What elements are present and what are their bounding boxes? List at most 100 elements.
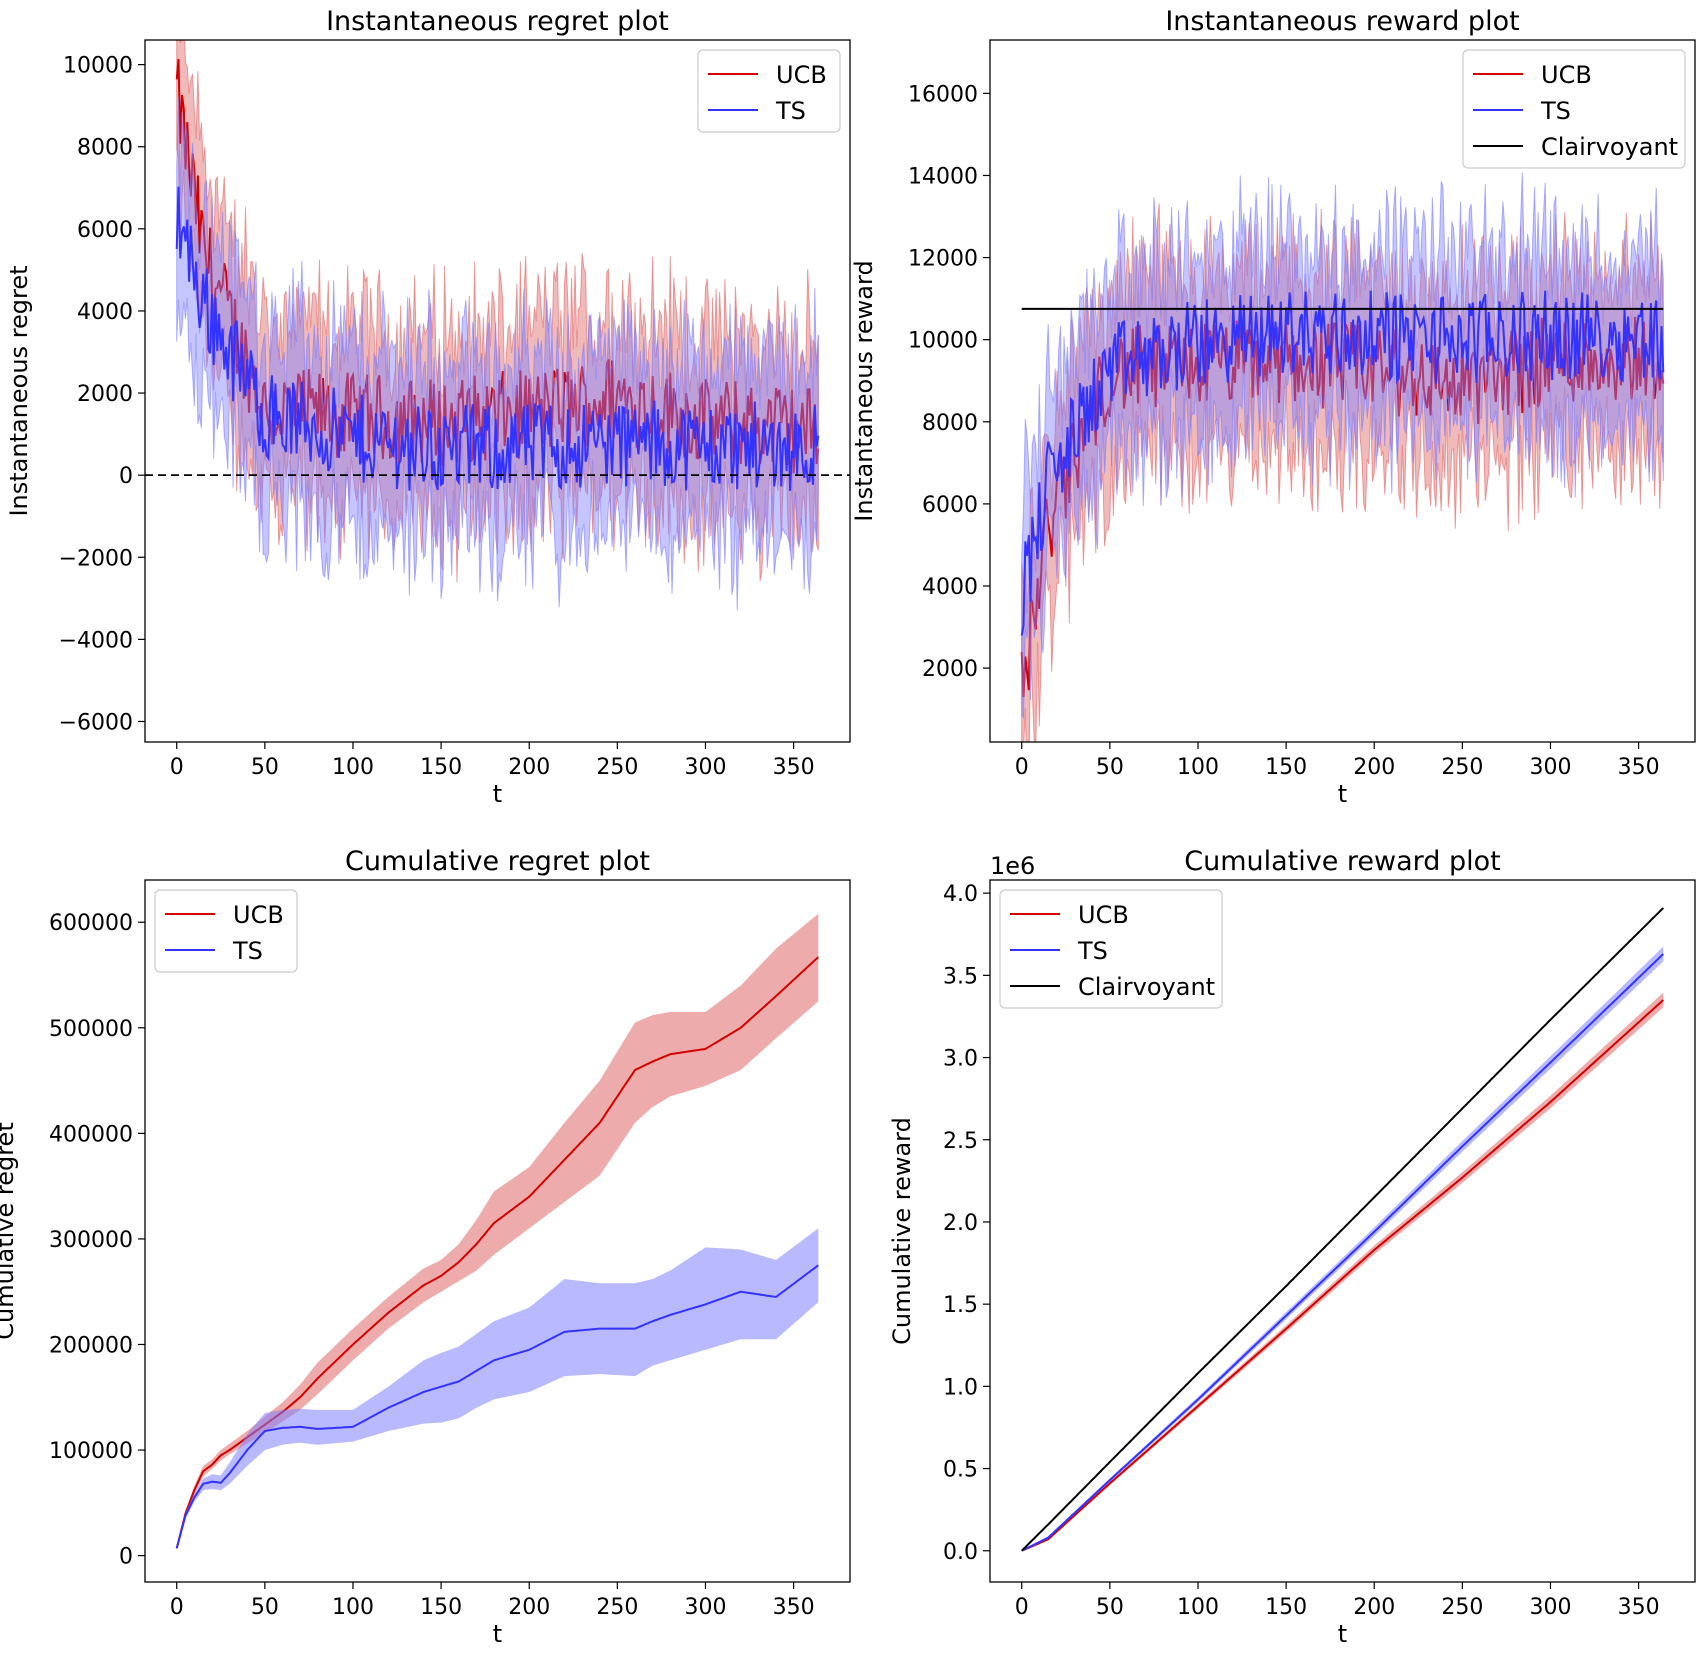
y-tick-label: 4.0	[943, 882, 978, 907]
x-tick-label: 100	[1177, 755, 1219, 780]
series-band-ucb	[176, 913, 819, 1550]
legend-label-ts: TS	[232, 937, 263, 965]
x-tick-label: 300	[1529, 1595, 1571, 1620]
x-tick-label: 50	[251, 1595, 279, 1620]
y-tick-label: 400000	[49, 1122, 133, 1147]
x-tick-label: 50	[1096, 755, 1124, 780]
legend-label-ts: TS	[1540, 97, 1571, 125]
legend-box	[697, 49, 841, 133]
y-axis-label: Cumulative regret	[0, 1122, 19, 1339]
y-tick-label: 3.0	[943, 1047, 978, 1072]
y-tick-label: 0	[119, 464, 133, 489]
axes-frame	[989, 39, 1696, 743]
x-tick-label: 200	[1353, 1595, 1395, 1620]
plot-area	[175, 913, 819, 1550]
x-tick-label: 250	[1441, 1595, 1483, 1620]
y-tick-label: 500000	[49, 1017, 133, 1042]
legend: UCB TS Clairvoyant	[1462, 49, 1686, 169]
x-axis-label: t	[493, 780, 502, 808]
y-tick-label: 16000	[908, 82, 978, 107]
x-axis-label: t	[1338, 780, 1347, 808]
plot-area	[1020, 172, 1665, 742]
legend-label-ucb: UCB	[233, 901, 284, 929]
x-tick-label: 150	[420, 755, 462, 780]
x-tick-label: 350	[1618, 755, 1660, 780]
y-tick-label: 8000	[922, 411, 978, 436]
x-tick-label: 250	[1441, 755, 1483, 780]
y-tick-label: 2.0	[943, 1211, 978, 1236]
plot-area	[145, 40, 850, 611]
y-tick-label: 2000	[922, 657, 978, 682]
x-tick-label: 0	[170, 755, 184, 780]
legend: UCB TS	[697, 49, 841, 133]
chart-title: Instantaneous regret plot	[326, 6, 669, 37]
series-band-ucb	[1021, 992, 1664, 1552]
y-axis-label: Instantaneous regret	[5, 265, 33, 516]
axes-frame	[989, 879, 1696, 1583]
series-line-ts	[1021, 953, 1664, 1552]
series-line-ts	[175, 1264, 819, 1549]
x-tick-label: 300	[1529, 755, 1571, 780]
x-tick-label: 350	[773, 755, 815, 780]
chart-title: Instantaneous reward plot	[1165, 6, 1519, 37]
legend-box	[154, 889, 298, 973]
x-tick-label: 250	[596, 1595, 638, 1620]
x-tick-label: 100	[332, 755, 374, 780]
x-tick-label: 100	[1177, 1595, 1219, 1620]
x-axis-label: t	[1338, 1620, 1347, 1648]
y-tick-label: 4000	[77, 300, 133, 325]
x-tick-label: 300	[684, 755, 726, 780]
x-tick-label: 0	[170, 1595, 184, 1620]
y-tick-label: 6000	[922, 493, 978, 518]
chart-panel-1: 0 50 100 150 200 250 300 350 −6000 −4000 −2000 0 200…	[5, 6, 851, 808]
series-line-clairvoyant	[1021, 907, 1665, 1552]
y-tick-label: 0.0	[943, 1540, 978, 1565]
legend-label-ts: TS	[1077, 937, 1108, 965]
series-band-ts	[176, 1228, 819, 1550]
x-axis-label: t	[493, 1620, 502, 1648]
x-tick-label: 50	[251, 755, 279, 780]
x-tick-label: 150	[1265, 755, 1307, 780]
plot-area	[1021, 907, 1665, 1552]
y-tick-label: 6000	[77, 218, 133, 243]
axes-frame	[144, 39, 851, 743]
series-line-ts	[175, 186, 820, 491]
legend-label-clairvoyant: Clairvoyant	[1078, 973, 1215, 1001]
y-tick-label: 0.5	[943, 1458, 978, 1483]
y-tick-label: 4000	[922, 575, 978, 600]
series-band-ts	[176, 97, 819, 611]
x-tick-label: 0	[1015, 755, 1029, 780]
y-tick-label: 10000	[63, 54, 133, 79]
x-tick-label: 350	[1618, 1595, 1660, 1620]
series-line-ucb	[1021, 999, 1664, 1552]
y-tick-label: 200000	[49, 1333, 133, 1358]
y-tick-label: 600000	[49, 911, 133, 936]
y-offset-text: 1e6	[990, 852, 1035, 880]
y-axis-label: Cumulative reward	[888, 1117, 916, 1345]
chart-panel-2: 0 50 100 150 200 250 300 350 2000 4000 6000 8000 100…	[850, 6, 1696, 808]
y-tick-label: 2.5	[943, 1129, 978, 1154]
legend-label-ucb: UCB	[1541, 61, 1592, 89]
x-tick-label: 350	[773, 1595, 815, 1620]
legend-box	[1462, 49, 1686, 169]
y-tick-label: −4000	[59, 628, 133, 653]
x-tick-label: 300	[684, 1595, 726, 1620]
x-tick-label: 150	[420, 1595, 462, 1620]
y-tick-label: 8000	[77, 136, 133, 161]
x-tick-label: 250	[596, 755, 638, 780]
y-tick-label: −6000	[59, 710, 133, 735]
y-tick-label: 1.0	[943, 1375, 978, 1400]
x-tick-label: 150	[1265, 1595, 1307, 1620]
y-tick-label: 300000	[49, 1228, 133, 1253]
x-tick-label: 200	[508, 1595, 550, 1620]
chart-panel-3: 0 50 100 150 200 250 300 350 0 100000 200000 300000…	[0, 846, 851, 1648]
y-tick-label: 12000	[908, 247, 978, 272]
x-tick-label: 50	[1096, 1595, 1124, 1620]
x-tick-label: 200	[508, 755, 550, 780]
legend-label-ucb: UCB	[776, 61, 827, 89]
y-tick-label: −2000	[59, 546, 133, 571]
series-band-ts	[1021, 946, 1664, 1552]
chart-panel-4: 0 50 100 150 200 250 300 350 0.0 0.5 1.0 1.5 2.0 2.5 3…	[888, 846, 1696, 1648]
legend-label-ucb: UCB	[1078, 901, 1129, 929]
y-tick-label: 2000	[77, 382, 133, 407]
